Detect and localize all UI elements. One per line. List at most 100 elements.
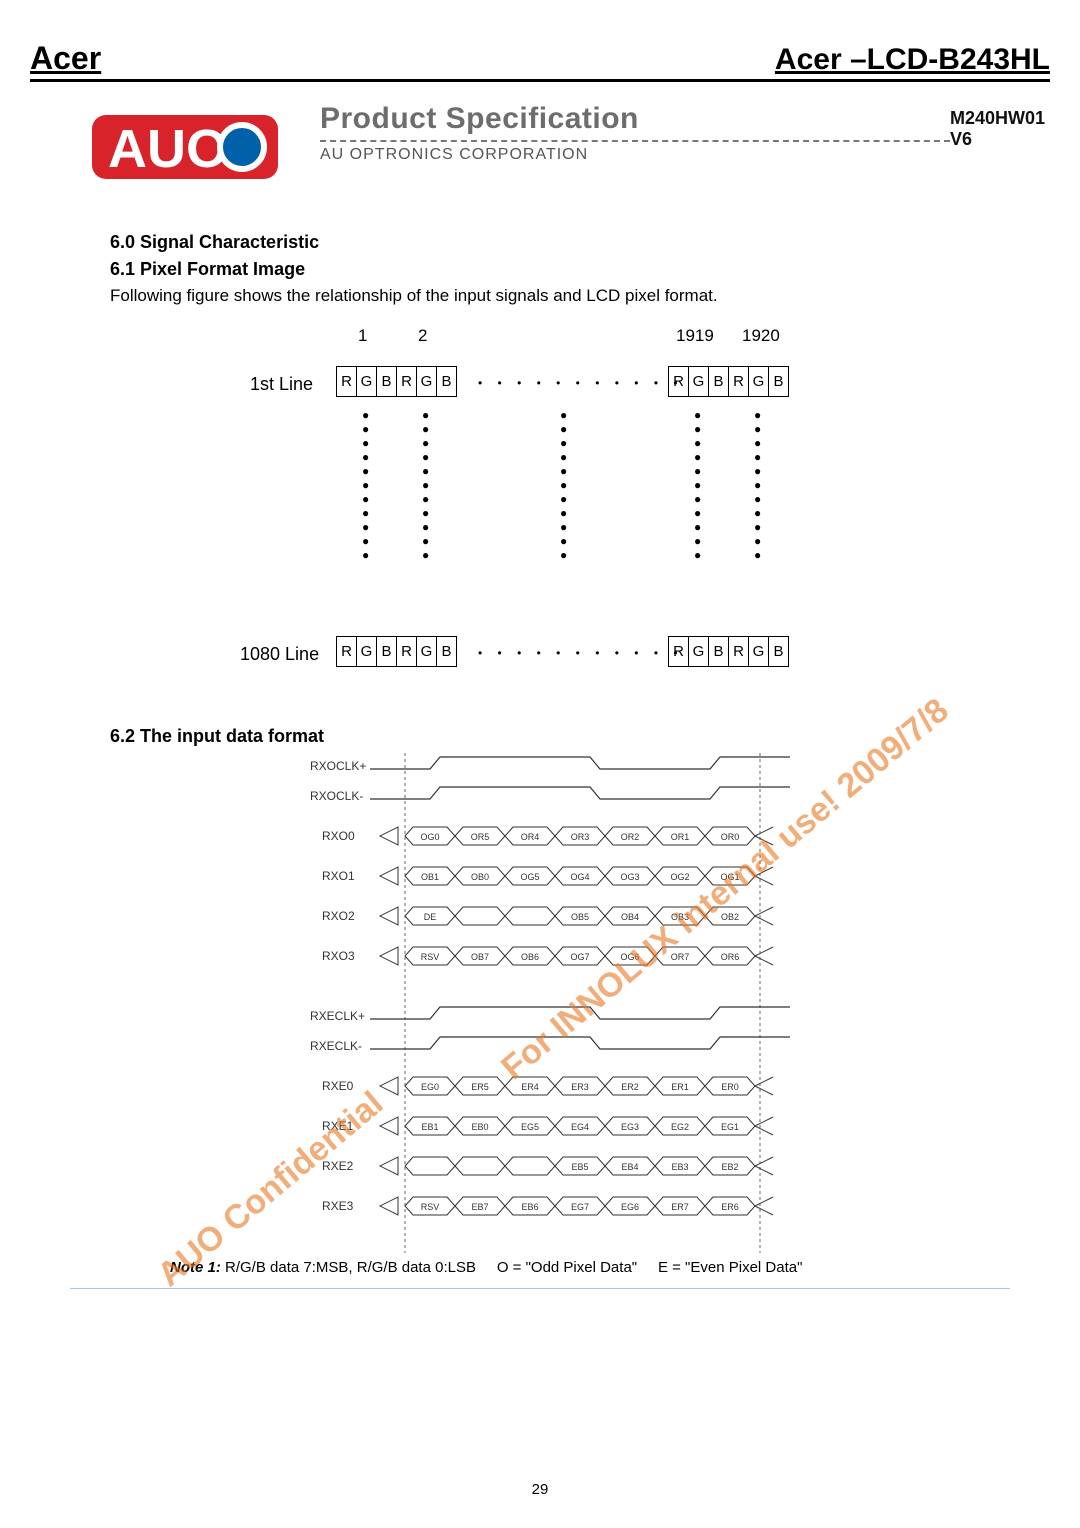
note-t1: R/G/B data 7:MSB, R/G/B data 0:LSB	[225, 1259, 476, 1276]
svg-text:ER5: ER5	[471, 1082, 489, 1092]
svg-text:ER2: ER2	[621, 1082, 639, 1092]
row-1: 1st Line	[250, 374, 313, 395]
svg-text:OB4: OB4	[621, 912, 639, 922]
brand-left: Acer	[30, 40, 101, 77]
dots-v3: ●●●●●●●●●●●	[694, 408, 701, 562]
lbl-rxe3: RXE3	[322, 1199, 353, 1213]
rgb-bot-right: RGB RGB	[668, 636, 789, 667]
auo-logo: AUO	[90, 102, 280, 192]
svg-text:EB4: EB4	[621, 1162, 638, 1172]
svg-text:DE: DE	[424, 912, 437, 922]
section-6.0: 6.0 Signal Characteristic	[110, 232, 1050, 253]
svg-text:OB2: OB2	[721, 912, 739, 922]
model-code: M240HW01 V6	[950, 102, 1080, 150]
svg-text:OG2: OG2	[670, 872, 689, 882]
lbl-rxo0: RXO0	[322, 829, 355, 843]
rgb-top-left: RGB RGB	[336, 366, 457, 397]
lbl-rxe2: RXE2	[322, 1159, 353, 1173]
logo-row: AUO Product Specification AU OPTRONICS C…	[90, 102, 1050, 192]
logo-text: AUO	[108, 119, 228, 179]
dots-v2: ●●●●●●●●●●●	[422, 408, 429, 562]
brand-right: Acer –LCD-B243HL	[775, 43, 1050, 77]
svg-text:EB5: EB5	[571, 1162, 588, 1172]
svg-text:EG0: EG0	[421, 1082, 439, 1092]
note-line: Note 1: R/G/B data 7:MSB, R/G/B data 0:L…	[170, 1259, 1050, 1276]
timing-svg: OG0OR5OR4OR3OR2OR1OR0OB1OB0OG5OG4OG3OG2O…	[290, 753, 850, 1253]
rgb-top-right: RGB RGB	[668, 366, 789, 397]
svg-text:EG7: EG7	[571, 1202, 589, 1212]
svg-text:RSV: RSV	[421, 1202, 440, 1212]
svg-text:OR0: OR0	[721, 832, 740, 842]
spec-title: Product Specification	[320, 102, 950, 136]
svg-text:RSV: RSV	[421, 952, 440, 962]
svg-text:EG4: EG4	[571, 1122, 589, 1132]
lbl-rxoclkp: RXOCLK+	[310, 759, 366, 773]
svg-text:OR5: OR5	[471, 832, 490, 842]
svg-text:OG6: OG6	[620, 952, 639, 962]
svg-text:OG5: OG5	[520, 872, 539, 882]
svg-text:OG4: OG4	[570, 872, 589, 882]
svg-text:OR4: OR4	[521, 832, 540, 842]
svg-text:EB7: EB7	[471, 1202, 488, 1212]
svg-text:ER0: ER0	[721, 1082, 739, 1092]
lbl-rxoclkn: RXOCLK-	[310, 789, 363, 803]
header-bar: Acer Acer –LCD-B243HL	[30, 40, 1050, 82]
svg-text:EB2: EB2	[721, 1162, 738, 1172]
rgb-bot-left: RGB RGB	[336, 636, 457, 667]
svg-text:ER6: ER6	[721, 1202, 739, 1212]
lbl-rxo3: RXO3	[322, 949, 355, 963]
svg-text:EB1: EB1	[421, 1122, 438, 1132]
svg-text:EG5: EG5	[521, 1122, 539, 1132]
lbl-rxe0: RXE0	[322, 1079, 353, 1093]
title-block: Product Specification AU OPTRONICS CORPO…	[320, 102, 1080, 164]
dots-top-h: • • • • • • • • • • •	[478, 376, 684, 390]
svg-text:OG7: OG7	[570, 952, 589, 962]
svg-text:EB6: EB6	[521, 1202, 538, 1212]
spec-subtitle: AU OPTRONICS CORPORATION	[320, 146, 950, 164]
row-1080: 1080 Line	[240, 644, 319, 665]
dots-v1: ●●●●●●●●●●●	[362, 408, 369, 562]
dots-v4: ●●●●●●●●●●●	[754, 408, 761, 562]
svg-text:ER7: ER7	[671, 1202, 689, 1212]
svg-text:OG1: OG1	[720, 872, 739, 882]
timing-figure: OG0OR5OR4OR3OR2OR1OR0OB1OB0OG5OG4OG3OG2O…	[290, 753, 850, 1253]
col-1919: 1919	[676, 326, 714, 346]
section-6.2: 6.2 The input data format	[110, 726, 1050, 747]
svg-text:OR2: OR2	[621, 832, 640, 842]
svg-text:ER1: ER1	[671, 1082, 689, 1092]
svg-text:OB1: OB1	[421, 872, 439, 882]
svg-text:OG3: OG3	[620, 872, 639, 882]
svg-text:OB6: OB6	[521, 952, 539, 962]
svg-text:OB3: OB3	[671, 912, 689, 922]
svg-text:EB0: EB0	[471, 1122, 488, 1132]
lbl-rxeclkp: RXECLK+	[310, 1009, 365, 1023]
svg-text:OR6: OR6	[721, 952, 740, 962]
svg-text:OR1: OR1	[671, 832, 690, 842]
svg-text:EG2: EG2	[671, 1122, 689, 1132]
note-t2: O = "Odd Pixel Data"	[497, 1259, 637, 1276]
col-1: 1	[358, 326, 367, 346]
svg-text:OR7: OR7	[671, 952, 690, 962]
svg-text:EB3: EB3	[671, 1162, 688, 1172]
svg-text:ER3: ER3	[571, 1082, 589, 1092]
page-number: 29	[0, 1481, 1080, 1498]
col-2: 2	[418, 326, 427, 346]
lbl-rxo2: RXO2	[322, 909, 355, 923]
note-t3: E = "Even Pixel Data"	[658, 1259, 802, 1276]
svg-text:OG0: OG0	[420, 832, 439, 842]
col-1920: 1920	[742, 326, 780, 346]
svg-text:ER4: ER4	[521, 1082, 539, 1092]
lbl-rxe1: RXE1	[322, 1119, 353, 1133]
svg-text:EG6: EG6	[621, 1202, 639, 1212]
dots-vmid: ●●●●●●●●●●●	[560, 408, 567, 562]
note-label: Note 1:	[170, 1259, 221, 1276]
dots-bot-h: • • • • • • • • • • •	[478, 646, 684, 660]
svg-text:OB0: OB0	[471, 872, 489, 882]
section-6.1-body: Following figure shows the relationship …	[110, 286, 1050, 306]
svg-text:OB7: OB7	[471, 952, 489, 962]
pixel-format-figure: 1 2 1919 1920 1st Line 1080 Line RGB RGB…	[250, 326, 870, 696]
lbl-rxo1: RXO1	[322, 869, 355, 883]
svg-text:EG3: EG3	[621, 1122, 639, 1132]
svg-text:EG1: EG1	[721, 1122, 739, 1132]
section-6.1: 6.1 Pixel Format Image	[110, 259, 1050, 280]
